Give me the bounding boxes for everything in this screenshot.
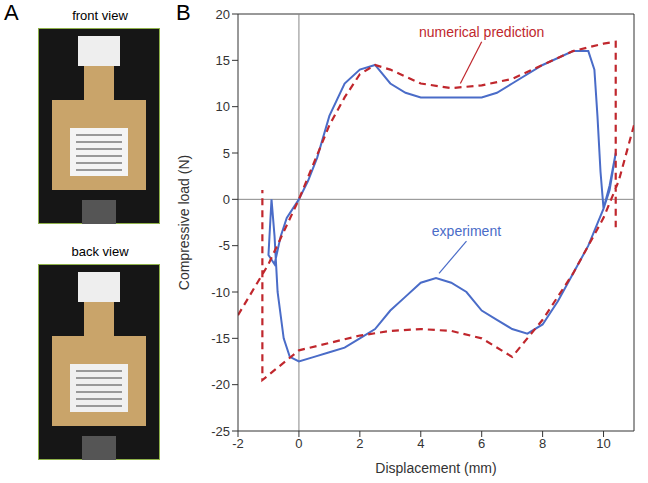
svg-text:8: 8 [539, 436, 546, 451]
html-text:A: A [4, 0, 19, 25]
svg-text:-20: -20 [211, 377, 230, 392]
svg-text:15: 15 [216, 53, 230, 68]
svg-text:20: 20 [216, 7, 230, 22]
svg-text:-2: -2 [232, 436, 244, 451]
html-text:B: B [176, 0, 191, 25]
svg-text:Compressive load (N): Compressive load (N) [176, 155, 192, 290]
svg-text:-5: -5 [218, 238, 230, 253]
svg-text:6: 6 [478, 436, 485, 451]
svg-text:4: 4 [417, 436, 424, 451]
svg-text:0: 0 [295, 436, 302, 451]
svg-text:Displacement (mm): Displacement (mm) [375, 460, 496, 476]
svg-text:10: 10 [596, 436, 610, 451]
html-text:back view: back view [71, 244, 129, 259]
svg-text:5: 5 [223, 146, 230, 161]
svg-text:-25: -25 [211, 424, 230, 439]
svg-text:-10: -10 [211, 285, 230, 300]
html-text:front view: front view [72, 8, 128, 23]
svg-text:0: 0 [223, 192, 230, 207]
svg-text:numerical prediction: numerical prediction [419, 24, 544, 40]
svg-text:-15: -15 [211, 331, 230, 346]
svg-text:experiment: experiment [432, 223, 501, 239]
svg-text:2: 2 [356, 436, 363, 451]
svg-text:10: 10 [216, 99, 230, 114]
